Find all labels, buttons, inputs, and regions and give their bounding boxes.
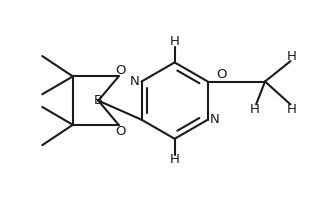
Text: O: O [217, 68, 227, 81]
Text: N: N [210, 113, 220, 126]
Text: H: H [287, 103, 297, 116]
Text: B: B [94, 94, 103, 107]
Text: O: O [115, 64, 125, 76]
Text: H: H [170, 153, 179, 166]
Text: N: N [130, 75, 139, 88]
Text: O: O [115, 125, 125, 138]
Text: H: H [170, 35, 179, 48]
Text: H: H [250, 103, 260, 116]
Text: H: H [287, 50, 297, 63]
